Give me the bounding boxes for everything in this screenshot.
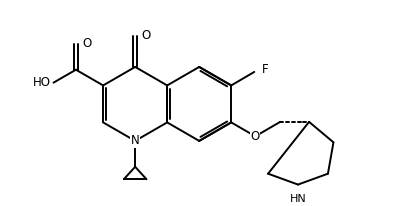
Text: O: O	[142, 29, 151, 42]
Text: F: F	[262, 63, 268, 76]
Text: HO: HO	[33, 76, 51, 89]
Text: HN: HN	[289, 194, 307, 204]
Text: N: N	[131, 134, 139, 147]
Text: O: O	[83, 37, 92, 50]
Text: O: O	[251, 130, 260, 143]
